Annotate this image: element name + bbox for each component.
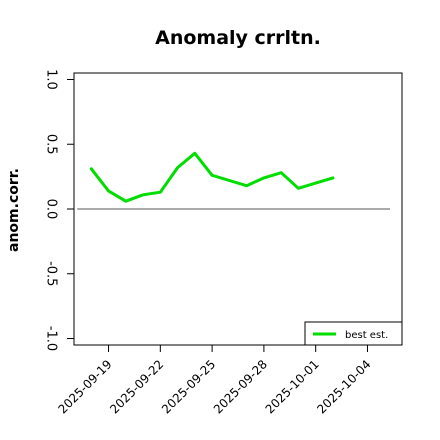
data-point: [107, 189, 110, 193]
x-tick-label: 2025-10-01: [263, 357, 322, 416]
data-point: [314, 181, 317, 185]
data-point: [193, 152, 197, 155]
legend-box: [304, 321, 403, 346]
data-point: [279, 171, 283, 175]
data-point: [89, 167, 93, 171]
y-tick-label: 0.5: [44, 134, 59, 155]
x-tick-label: 2025-09-28: [211, 357, 270, 416]
y-tick-label: 1.0: [44, 69, 59, 90]
data-point: [124, 199, 128, 203]
series-line-0: [89, 151, 335, 203]
x-tick-label: 2025-09-22: [107, 357, 166, 416]
y-axis-label: anom.corr.: [6, 168, 22, 252]
x-tick-label: 2025-10-04: [314, 357, 373, 416]
data-point: [141, 193, 145, 197]
legend: best est.: [304, 321, 403, 346]
y-tick-label: -1.0: [44, 326, 59, 351]
x-tick-label: 2025-09-19: [55, 357, 114, 416]
data-point: [331, 176, 335, 180]
data-point: [159, 190, 162, 194]
y-tick-label: -0.5: [44, 261, 59, 286]
data-point: [245, 184, 248, 187]
data-point: [297, 186, 300, 190]
legend-label-best-est: best est.: [345, 330, 388, 341]
x-axis: 2025-09-192025-09-222025-09-252025-09-28…: [55, 345, 374, 416]
y-tick-label: 0.0: [44, 199, 59, 220]
data-point: [210, 174, 214, 177]
data-point: [262, 176, 266, 180]
chart-title: Anomaly crrltn.: [155, 27, 321, 49]
x-tick-label: 2025-09-25: [159, 357, 218, 416]
data-point: [176, 166, 179, 169]
y-axis: -1.0 -0.5 0.0 0.5 1.0: [44, 69, 74, 351]
series-layer: [89, 151, 335, 203]
data-point: [228, 179, 231, 182]
